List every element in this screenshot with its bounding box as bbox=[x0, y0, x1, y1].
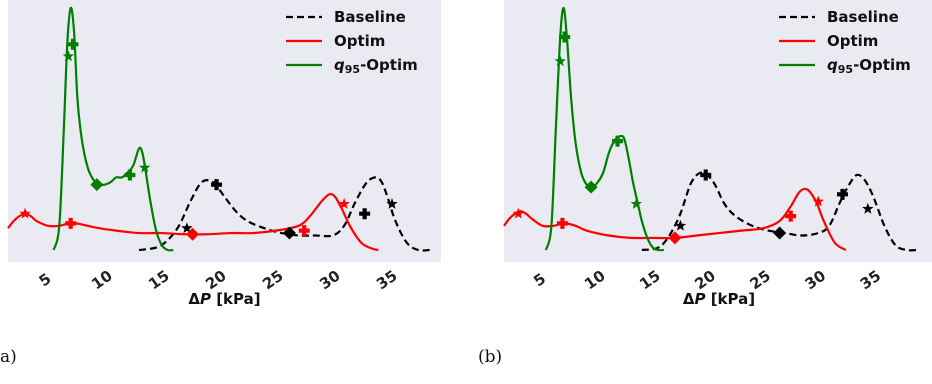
series-line-optim bbox=[503, 187, 847, 251]
marker-diamond-baseline bbox=[282, 226, 296, 240]
marker-plus-q95-optim bbox=[612, 135, 624, 147]
marker-plus-optim bbox=[556, 217, 568, 229]
marker-plus-baseline bbox=[700, 169, 712, 181]
x-tick-label: 30 bbox=[802, 267, 829, 294]
x-axis-label: ΔP [kPa] bbox=[683, 290, 755, 308]
marker-diamond-optim bbox=[186, 227, 200, 241]
marker-star-baseline bbox=[386, 198, 398, 209]
series-line-q95-optim bbox=[52, 6, 174, 252]
series-line-baseline bbox=[641, 171, 918, 252]
marker-plus-q95-optim bbox=[559, 31, 571, 43]
marker-star-optim bbox=[512, 207, 525, 219]
x-tick-label: 25 bbox=[259, 267, 286, 294]
panel-label: a) bbox=[0, 347, 17, 367]
x-tick-label: 5 bbox=[36, 270, 55, 291]
x-tick-label: 10 bbox=[581, 267, 608, 294]
marker-plus-baseline bbox=[211, 179, 223, 191]
x-tick-label: 10 bbox=[88, 267, 115, 294]
legend: Baseline Optim q95-Optim bbox=[779, 8, 911, 76]
marker-plus-q95-optim bbox=[67, 38, 79, 50]
marker-star-optim bbox=[812, 195, 824, 207]
marker-star-optim bbox=[338, 198, 350, 209]
x-axis-label: ΔP [kPa] bbox=[188, 290, 260, 308]
series-line-q95-optim bbox=[544, 6, 664, 252]
marker-plus-optim bbox=[785, 210, 797, 222]
x-tick-label: 30 bbox=[316, 267, 343, 294]
marker-plus-q95-optim bbox=[124, 169, 136, 181]
legend-label: Optim bbox=[827, 32, 878, 50]
legend-label: Baseline bbox=[334, 8, 406, 26]
series-line-optim bbox=[7, 192, 379, 252]
legend-label: q95-Optim bbox=[827, 56, 911, 76]
marker-star-q95-optim bbox=[62, 50, 75, 62]
marker-diamond-q95-optim bbox=[584, 180, 598, 194]
marker-star-q95-optim bbox=[139, 161, 151, 173]
marker-star-baseline bbox=[862, 202, 874, 214]
legend-label: q95-Optim bbox=[334, 56, 418, 76]
legend-label: Optim bbox=[334, 32, 385, 50]
plot-background bbox=[504, 0, 932, 262]
marker-star-baseline bbox=[674, 219, 687, 231]
marker-plus-optim bbox=[298, 225, 310, 237]
x-tick-label: 35 bbox=[373, 267, 400, 294]
marker-plus-baseline bbox=[836, 188, 848, 200]
marker-diamond-baseline bbox=[773, 226, 787, 240]
marker-plus-baseline bbox=[359, 208, 371, 220]
marker-diamond-optim bbox=[668, 231, 682, 245]
legend: Baseline Optim q95-Optim bbox=[286, 8, 418, 76]
marker-star-baseline bbox=[181, 222, 193, 234]
x-tick-label: 15 bbox=[636, 267, 663, 294]
panel-label: (b) bbox=[478, 347, 502, 367]
marker-plus-optim bbox=[65, 217, 77, 229]
marker-star-q95-optim bbox=[554, 55, 566, 67]
x-tick-label: 15 bbox=[145, 267, 172, 294]
x-tick-label: 5 bbox=[530, 270, 549, 291]
marker-star-q95-optim bbox=[630, 198, 643, 209]
marker-star-optim bbox=[19, 207, 31, 219]
legend-label: Baseline bbox=[827, 8, 899, 26]
x-tick-label: 35 bbox=[857, 267, 884, 294]
marker-diamond-q95-optim bbox=[90, 178, 104, 192]
